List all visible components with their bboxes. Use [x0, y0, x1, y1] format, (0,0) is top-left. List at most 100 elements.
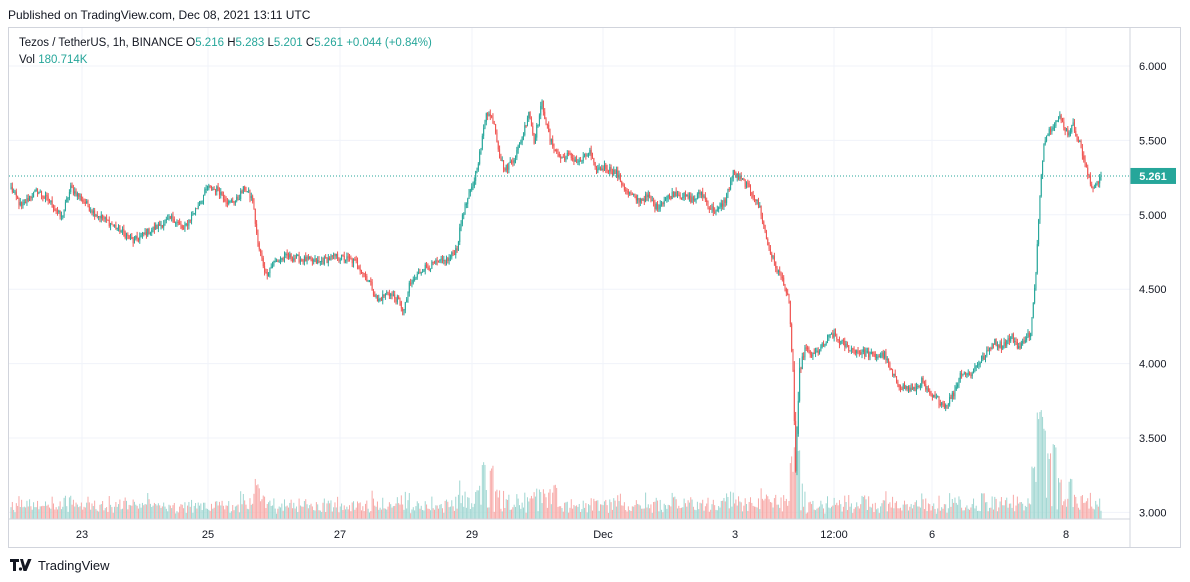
candle-body [453, 253, 455, 255]
candle-body [483, 128, 485, 136]
volume-bar [690, 497, 692, 519]
candle-body [732, 170, 734, 179]
volume-bar [221, 500, 223, 519]
candle-body [1043, 144, 1045, 161]
volume-bar [99, 504, 101, 519]
volume-bar [994, 496, 996, 519]
volume-bar [415, 506, 417, 519]
candle-body [126, 234, 128, 239]
volume-bar [570, 499, 572, 519]
candle-body [26, 198, 28, 204]
volume-bar [295, 506, 297, 519]
candle-body [869, 353, 871, 358]
candle-body [66, 198, 68, 203]
candle-body [1055, 121, 1057, 127]
volume-bar [974, 508, 976, 519]
candle-body [542, 100, 544, 112]
volume-bar [1015, 505, 1017, 519]
candle-body [838, 340, 840, 344]
volume-bar [237, 504, 239, 519]
volume-bar [809, 501, 811, 519]
volume-bar [76, 504, 78, 519]
volume-bar [667, 504, 669, 519]
volume-bar [54, 509, 56, 519]
close-label: C [305, 37, 315, 49]
volume-bar [528, 501, 530, 519]
candle-body [884, 351, 886, 358]
candle-body [43, 197, 45, 199]
volume-bar [902, 504, 904, 519]
candle-body [22, 203, 24, 206]
candle-body [467, 198, 469, 205]
candle-body [451, 252, 453, 258]
volume-bar [132, 499, 134, 519]
chart-frame[interactable]: 5.261 6.000 5.500 5.000 4.500 4.000 3.500 3.00… [8, 27, 1181, 548]
candle-body [852, 348, 854, 350]
candle-body [981, 359, 983, 363]
volume-bar [321, 511, 323, 519]
candle-body [329, 257, 331, 261]
volume-bar [203, 502, 205, 519]
volume-bar [603, 501, 605, 519]
volume-bar [878, 513, 880, 519]
volume-bar [21, 499, 23, 519]
candle-body [812, 352, 814, 357]
volume-bar [436, 505, 438, 519]
candle-body [477, 163, 479, 170]
candle-body [775, 261, 777, 269]
volume-bar [594, 501, 596, 519]
candle-body [90, 210, 92, 212]
candle-body [853, 348, 855, 351]
candle-body [159, 223, 161, 226]
candlestick-chart[interactable]: 5.261 6.0005.5005.0004.5004.0003.5003.00… [9, 28, 1180, 547]
volume-bar [691, 499, 693, 519]
candle-body [921, 377, 923, 387]
candle-body [695, 198, 697, 200]
volume-bar [776, 504, 778, 519]
volume-bar [244, 500, 246, 519]
volume-bar [995, 498, 997, 519]
candle-body [50, 200, 52, 203]
candle-body [407, 292, 409, 300]
volume-bar [840, 504, 842, 519]
candle-body [990, 348, 992, 350]
volume-bar [155, 504, 157, 519]
candle-body [310, 257, 312, 259]
volume-bar [176, 511, 178, 519]
volume-bar [727, 496, 729, 519]
candle-body [649, 194, 651, 197]
candle-body [763, 221, 765, 225]
volume-bar [205, 508, 207, 519]
candle-body [617, 170, 619, 178]
volume-bar [785, 498, 787, 519]
candle-body [1065, 128, 1067, 132]
candle-body [927, 388, 929, 392]
volume-bar [1007, 507, 1009, 519]
candle-body [538, 115, 540, 125]
candle-body [195, 208, 197, 214]
volume-bar [104, 508, 106, 519]
candle-body [334, 253, 336, 257]
volume-bar [180, 504, 182, 519]
candle-body [933, 394, 935, 398]
volume-bar [627, 506, 629, 519]
volume-bar [938, 495, 940, 519]
volume-bar [542, 489, 544, 519]
candle-body [982, 355, 984, 360]
candle-body [815, 352, 817, 354]
candle-body [80, 195, 82, 201]
candle-body [558, 153, 560, 157]
candle-body [971, 373, 973, 376]
candle-body [955, 386, 957, 390]
candle-body [402, 308, 404, 312]
volume-bar [188, 501, 190, 519]
candle-body [639, 198, 641, 203]
candle-body [14, 191, 16, 193]
candle-body [528, 112, 530, 118]
high-value: 5.283 [235, 37, 265, 49]
volume-bar [406, 508, 408, 519]
volume-bar [816, 508, 818, 519]
footer[interactable]: TradingView [10, 555, 110, 575]
volume-bar [420, 505, 422, 519]
candle-body [435, 260, 437, 264]
